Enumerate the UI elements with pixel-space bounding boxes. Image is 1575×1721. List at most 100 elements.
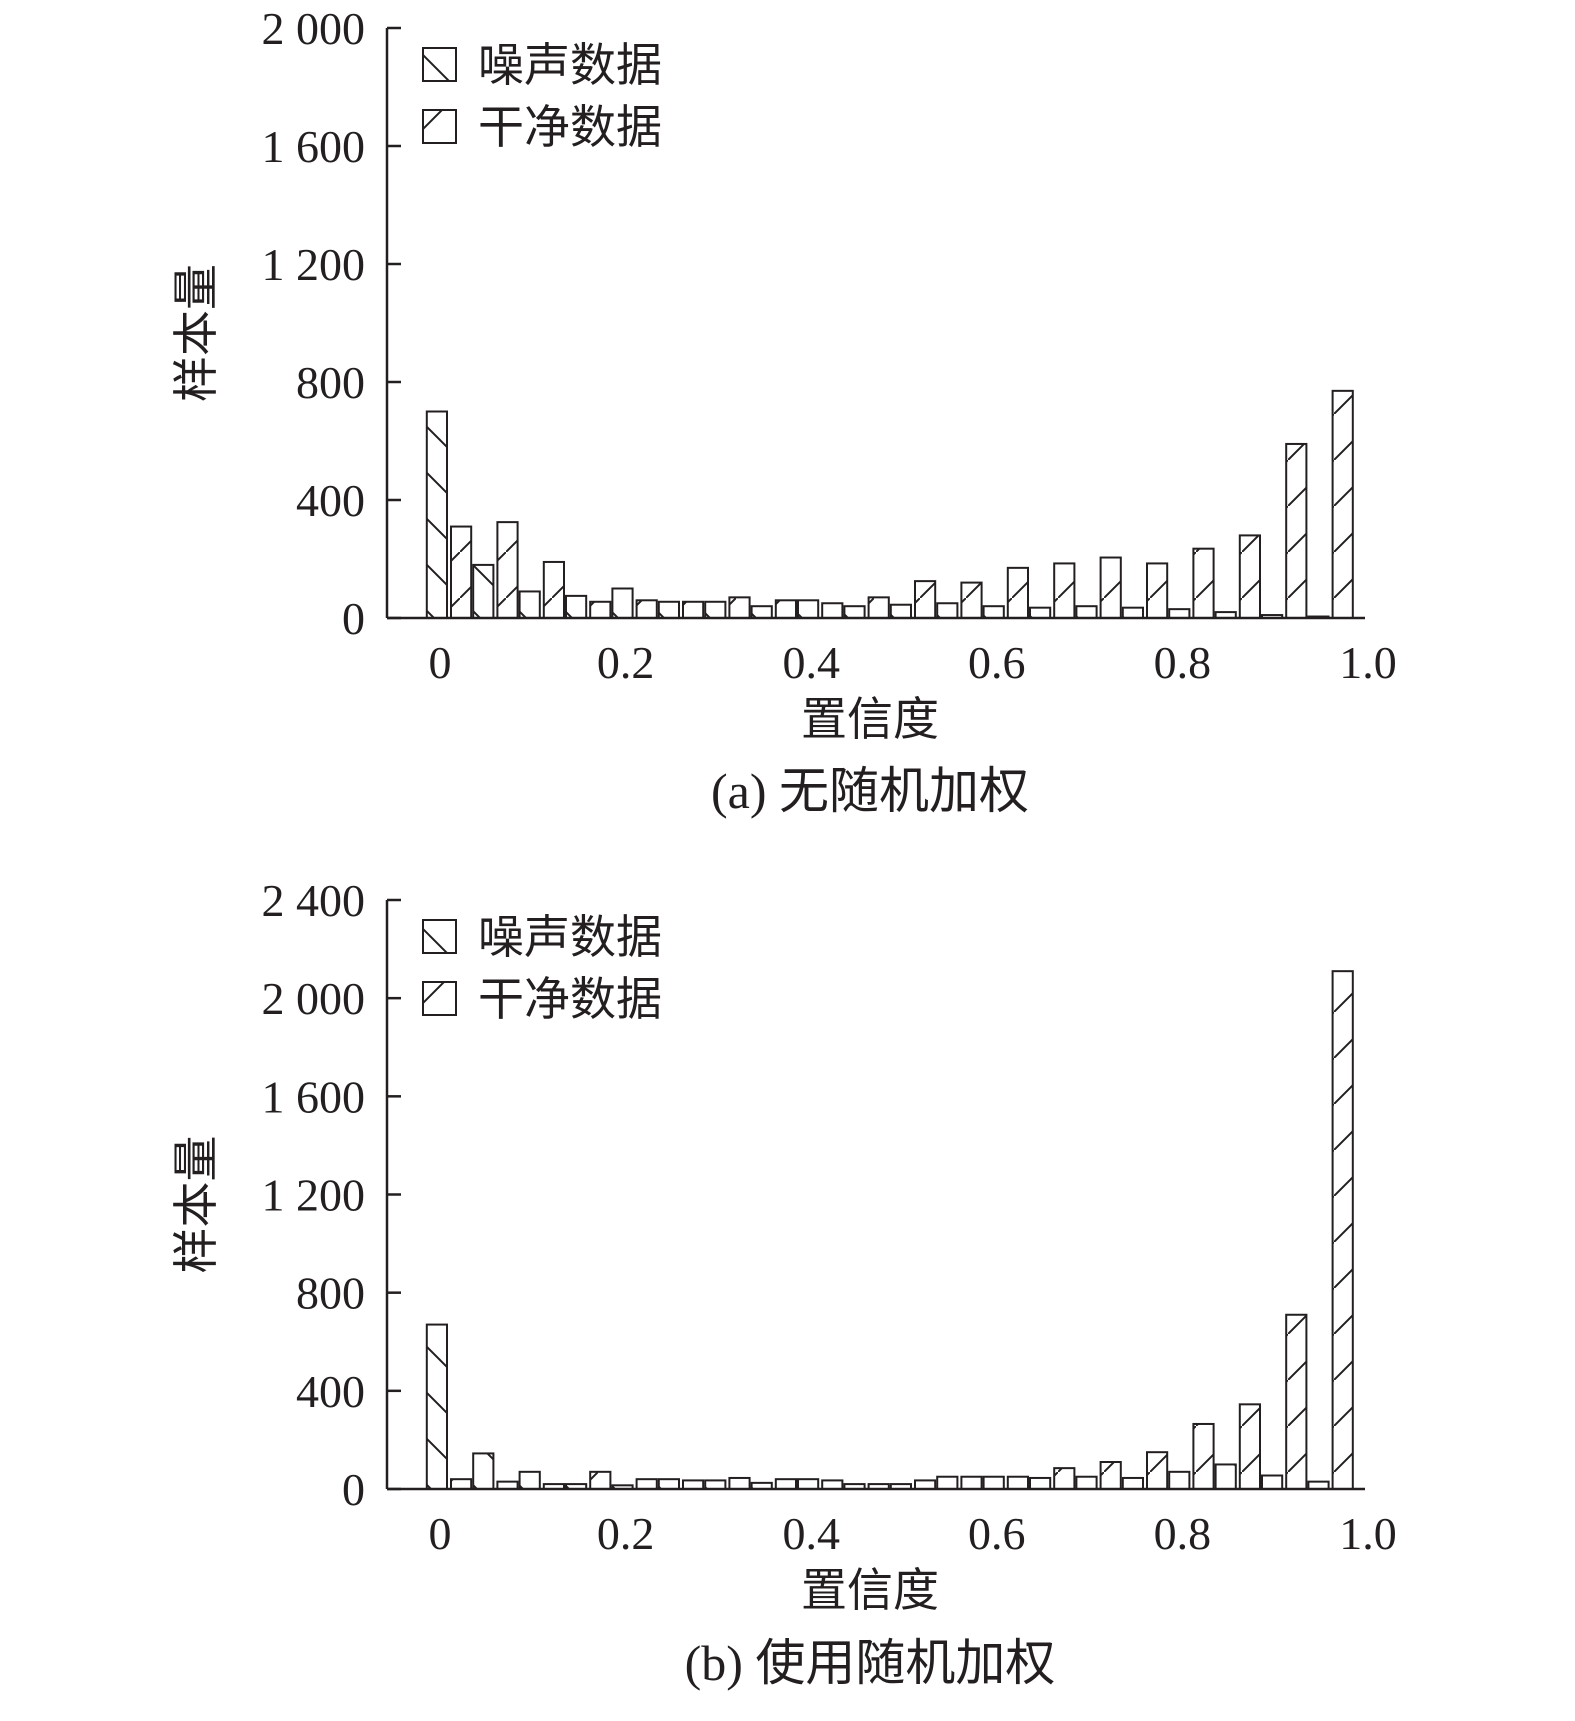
noise-bar [1121, 606, 1145, 619]
clean-bar [1006, 566, 1029, 619]
y-tick-label: 1 600 [262, 1071, 366, 1122]
y-tick-label: 0 [342, 1464, 365, 1515]
clean-bar [1331, 389, 1354, 619]
noise-bar [1075, 1475, 1098, 1490]
y-tick-label: 1 200 [262, 239, 366, 290]
clean-bar [635, 599, 658, 619]
y-tick-label: 2 000 [262, 3, 366, 54]
clean-bar [867, 1483, 890, 1491]
clean-bar [450, 1478, 473, 1491]
legend-swatch [422, 109, 457, 144]
noise-bar [936, 1475, 959, 1490]
clean-bar [821, 1479, 844, 1490]
y-tick-label: 800 [296, 357, 365, 408]
legend-label: 干净数据 [478, 972, 662, 1026]
y-tick-label: 2 400 [262, 875, 366, 926]
noise-bar [797, 1478, 820, 1491]
x-axis-label: 置信度 [801, 692, 939, 746]
noise-bar [1307, 1480, 1330, 1490]
clean-bar [1192, 1422, 1215, 1491]
legend-swatch [422, 47, 457, 82]
noise-bar [797, 599, 820, 619]
chart-a: 0 400 800 1 200 1 600 2 000 0 0.2 0.4 0.6 0.8 1.0 噪声… [169, 3, 1397, 819]
x-tick-label: 0.4 [782, 637, 840, 688]
y-axis-label: 样本量 [169, 1136, 223, 1274]
legend-swatch [422, 981, 457, 1016]
noise-bar [1168, 1470, 1191, 1490]
legend-label: 干净数据 [478, 100, 662, 154]
clean-bar [1192, 547, 1215, 619]
clean-bar [1331, 970, 1354, 1490]
x-tick-label: 0.2 [597, 637, 655, 688]
chart-caption: (b) 使用随机加权 [685, 1635, 1056, 1691]
x-tick-label: 0 [429, 1508, 452, 1559]
clean-bar [867, 596, 890, 619]
clean-bar [1099, 556, 1122, 620]
noise-bar [611, 587, 634, 619]
noise-bar [425, 1323, 448, 1490]
noise-bar [1029, 606, 1052, 619]
noise-bar [472, 1452, 495, 1490]
clean-bar [728, 1476, 751, 1491]
clean-bar [1006, 1475, 1029, 1490]
clean-bar [1099, 1461, 1122, 1490]
clean-bar [682, 600, 705, 620]
clean-bar [542, 560, 565, 620]
clean-bar [821, 602, 844, 619]
clean-bar [1053, 562, 1076, 619]
noise-bar [982, 605, 1005, 620]
noise-bar [565, 1483, 588, 1491]
noise-bar [472, 563, 495, 620]
x-tick-label: 0 [429, 637, 452, 688]
y-axis-label: 样本量 [169, 264, 223, 402]
noise-bar [657, 600, 680, 620]
noise-bar [704, 1479, 727, 1490]
clean-bar [496, 1480, 519, 1490]
clean-bar [914, 1479, 937, 1490]
x-tick-label: 0.4 [782, 1508, 840, 1559]
noise-bar [425, 410, 448, 619]
noise-bar [518, 590, 541, 620]
clean-bar [914, 580, 937, 619]
clean-bar [1285, 1313, 1308, 1490]
y-tick-label: 400 [296, 1366, 365, 1417]
clean-bar [774, 1478, 797, 1491]
clean-bar [728, 596, 751, 619]
y-tick-label: 0 [342, 593, 365, 644]
noise-bar [889, 603, 912, 619]
noise-bar [1307, 615, 1330, 620]
clean-bar [1285, 442, 1308, 620]
x-tick-label: 0.8 [1154, 637, 1212, 688]
x-tick-label: 1.0 [1339, 1508, 1397, 1559]
y-tick-label: 2 000 [262, 973, 366, 1024]
clean-bar [960, 1475, 983, 1490]
noise-bar [1214, 611, 1237, 619]
clean-bar [682, 1479, 705, 1490]
x-tick-label: 0.8 [1154, 1508, 1212, 1559]
legend-label: 噪声数据 [478, 38, 662, 92]
noise-bar [982, 1475, 1005, 1490]
x-axis-label: 置信度 [801, 1563, 939, 1617]
noise-bar [1261, 1474, 1284, 1490]
clean-bar [1146, 562, 1169, 619]
y-tick-label: 800 [296, 1268, 365, 1319]
noise-bar [611, 1484, 634, 1490]
y-tick-label: 400 [296, 475, 365, 526]
noise-bar [518, 1470, 541, 1490]
clean-bar [960, 581, 983, 619]
noise-bar [843, 605, 866, 620]
clean-bar [774, 599, 797, 619]
noise-bar [1261, 614, 1284, 619]
noise-bar [936, 602, 959, 619]
x-tick-label: 0.6 [968, 1508, 1026, 1559]
legend-label: 噪声数据 [478, 910, 662, 964]
chart-b: 0 400 800 1 200 1 600 2 000 2 400 0 0.2 0.4 0.6 0.8… [169, 875, 1397, 1691]
clean-bar [496, 521, 519, 619]
chart-caption: (a) 无随机加权 [711, 763, 1029, 819]
x-tick-label: 1.0 [1339, 637, 1397, 688]
clean-bar [1146, 1451, 1169, 1490]
clean-bar [1238, 534, 1262, 620]
noise-bar [657, 1478, 680, 1491]
